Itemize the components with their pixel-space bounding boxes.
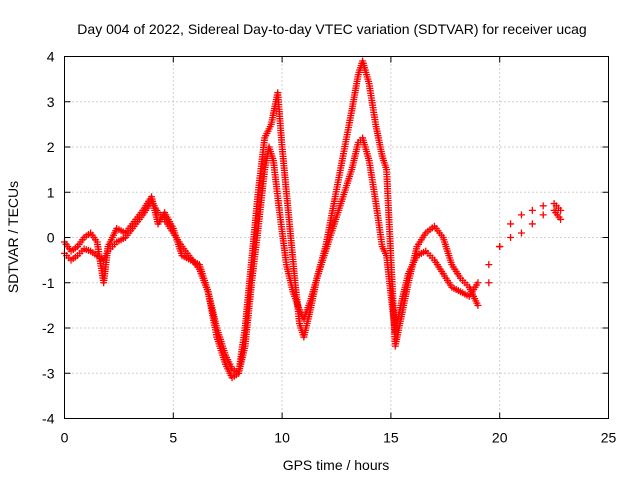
y-tick-label: 4 bbox=[47, 49, 55, 65]
data-point bbox=[507, 220, 515, 228]
x-tick-label: 0 bbox=[61, 430, 69, 446]
axis-ticks bbox=[64, 56, 609, 419]
y-tick-label: 3 bbox=[47, 94, 55, 110]
data-point bbox=[557, 206, 565, 214]
data-point bbox=[485, 279, 493, 287]
data-point bbox=[517, 211, 525, 219]
chart-title: Day 004 of 2022, Sidereal Day-to-day VTE… bbox=[77, 21, 586, 37]
y-tick-label: -1 bbox=[42, 275, 55, 291]
data-point bbox=[496, 243, 504, 251]
data-point bbox=[539, 202, 547, 210]
series-track-b bbox=[61, 57, 565, 382]
x-tick-label: 25 bbox=[601, 430, 617, 446]
y-tick-label: 2 bbox=[47, 139, 55, 155]
series-track-a bbox=[61, 134, 565, 377]
data-point bbox=[557, 215, 565, 223]
x-tick-label: 15 bbox=[383, 430, 399, 446]
x-tick-label: 10 bbox=[274, 430, 290, 446]
y-tick-label: -3 bbox=[42, 365, 55, 381]
x-axis-label: GPS time / hours bbox=[283, 457, 390, 473]
tick-labels: 0 5 10 15 20 25 -4 -3 -2 -1 0 1 2 3 4 bbox=[42, 49, 616, 446]
data-point bbox=[528, 220, 536, 228]
y-tick-label: -4 bbox=[42, 411, 55, 427]
y-tick-label: -2 bbox=[42, 320, 55, 336]
grid bbox=[64, 56, 609, 419]
data-point bbox=[528, 206, 536, 214]
data-point bbox=[474, 301, 482, 309]
data-point bbox=[517, 229, 525, 237]
data-point bbox=[474, 279, 482, 287]
data-point bbox=[507, 234, 515, 241]
x-tick-label: 20 bbox=[492, 430, 508, 446]
data-point bbox=[539, 211, 547, 219]
y-axis-label: SDTVAR / TECUs bbox=[5, 181, 21, 293]
y-tick-label: 0 bbox=[47, 230, 55, 246]
data-point bbox=[485, 261, 493, 269]
data-points bbox=[61, 57, 565, 382]
y-tick-label: 1 bbox=[47, 184, 55, 200]
x-tick-label: 5 bbox=[169, 430, 177, 446]
